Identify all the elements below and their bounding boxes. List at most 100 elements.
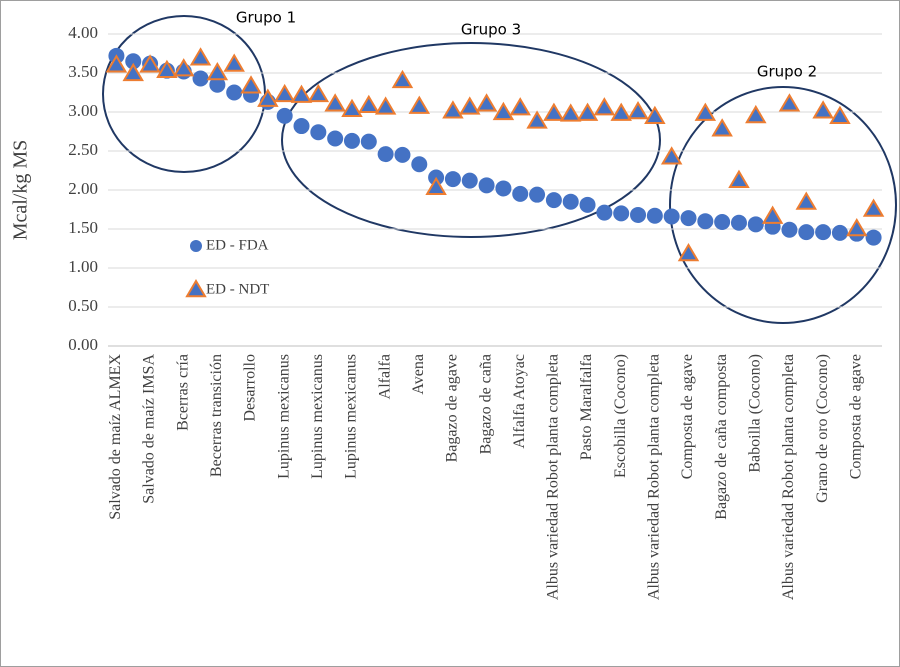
data-point <box>293 118 310 135</box>
data-point <box>425 176 447 195</box>
x-tick-label: Albus variedad Robot planta completa <box>646 354 663 600</box>
data-point <box>728 169 750 188</box>
data-point <box>478 177 495 194</box>
data-point <box>596 204 613 221</box>
y-tick-label: 0.00 <box>68 335 98 354</box>
data-point <box>781 221 798 238</box>
data-point <box>778 93 801 112</box>
y-axis-title: Mcal/kg MS <box>10 140 32 241</box>
data-point <box>509 97 531 116</box>
x-tick-label: Composta de agave <box>847 354 864 479</box>
annotation: Grupo 1 <box>236 9 296 27</box>
data-point <box>105 54 128 73</box>
x-tick-label: Salvado de maíz IMSA <box>141 354 158 504</box>
data-point <box>529 186 546 203</box>
data-point <box>610 102 632 121</box>
y-tick-label: 2.00 <box>68 179 98 198</box>
data-point <box>795 191 818 210</box>
data-point <box>745 104 767 124</box>
x-tick-label: Lupinus mexicanus <box>343 354 360 479</box>
data-point <box>761 205 784 224</box>
data-point <box>562 193 579 210</box>
data-point <box>798 224 815 241</box>
data-point <box>747 216 764 233</box>
data-point <box>627 101 649 120</box>
data-point <box>680 210 697 227</box>
data-point <box>226 84 243 101</box>
data-point <box>324 93 346 112</box>
data-point <box>394 146 411 163</box>
data-point <box>411 156 428 173</box>
legend-label: ED - NDT <box>206 281 269 297</box>
data-point <box>408 95 431 114</box>
data-point <box>240 75 262 94</box>
x-tick-label: Bagazo de agave <box>444 354 461 462</box>
data-point <box>358 94 380 114</box>
data-point <box>644 105 666 124</box>
data-point <box>290 84 313 103</box>
data-point <box>495 180 512 197</box>
data-point <box>139 54 161 73</box>
data-point <box>660 146 683 165</box>
data-point <box>475 93 498 112</box>
data-point <box>697 213 714 230</box>
data-point <box>677 242 700 262</box>
data-point <box>646 207 663 224</box>
group-2-ellipse <box>669 86 897 324</box>
x-tick-label: Lupinus mexicanus <box>309 354 326 479</box>
data-point <box>829 105 851 124</box>
y-tick-label: 0.50 <box>68 296 98 315</box>
y-tick-label: 1.00 <box>68 257 98 276</box>
data-point <box>172 58 195 77</box>
y-tick-label: 2.50 <box>68 140 98 159</box>
data-point <box>307 83 330 103</box>
data-point <box>377 146 394 163</box>
data-point <box>613 205 630 222</box>
x-tick-label: Baboilla (Cocono) <box>746 354 763 473</box>
data-point <box>223 53 245 72</box>
x-tick-label: Albus variedad Robot planta completa <box>545 354 562 600</box>
data-point <box>714 213 731 230</box>
data-point <box>327 130 344 147</box>
data-point <box>125 53 142 70</box>
data-point <box>576 102 599 121</box>
x-tick-label: Lupinus mexicanus <box>275 354 292 479</box>
x-tick-label: Pasto Maralfalfa <box>578 354 595 460</box>
x-tick-label: Composta de agave <box>679 354 696 479</box>
legend-marker <box>185 279 207 298</box>
data-point <box>831 224 848 241</box>
data-point <box>391 69 414 89</box>
data-point <box>192 70 209 87</box>
data-point <box>459 96 481 115</box>
data-point <box>273 83 296 103</box>
x-tick-label: Alfalfa Atoyac <box>511 354 528 449</box>
data-point <box>310 124 327 141</box>
x-tick-label: Albus variedad Robot planta completa <box>780 354 797 600</box>
data-point <box>257 88 279 107</box>
data-point <box>543 102 565 121</box>
x-tick-label: Salvado de maíz ALMEX <box>107 354 124 520</box>
data-point <box>526 110 548 129</box>
data-point <box>862 198 885 217</box>
data-point <box>374 96 397 115</box>
x-tick-label: Becerras transición <box>208 354 225 477</box>
data-point <box>815 224 832 241</box>
data-point <box>846 218 868 237</box>
x-tick-label: Desarrollo <box>242 354 259 422</box>
data-point <box>865 229 882 246</box>
data-point <box>593 97 616 116</box>
data-point <box>341 98 363 117</box>
data-point <box>812 100 834 119</box>
data-point <box>122 62 144 82</box>
data-point <box>730 214 747 231</box>
data-point <box>663 208 680 225</box>
legend-marker <box>190 240 202 252</box>
x-tick-label: Grano de oro (Cocono) <box>814 354 831 503</box>
annotation: Grupo 3 <box>461 21 521 39</box>
data-point <box>206 62 229 81</box>
annotation: Grupo 2 <box>757 63 817 81</box>
y-tick-label: 1.50 <box>68 218 98 237</box>
data-point <box>545 192 562 209</box>
